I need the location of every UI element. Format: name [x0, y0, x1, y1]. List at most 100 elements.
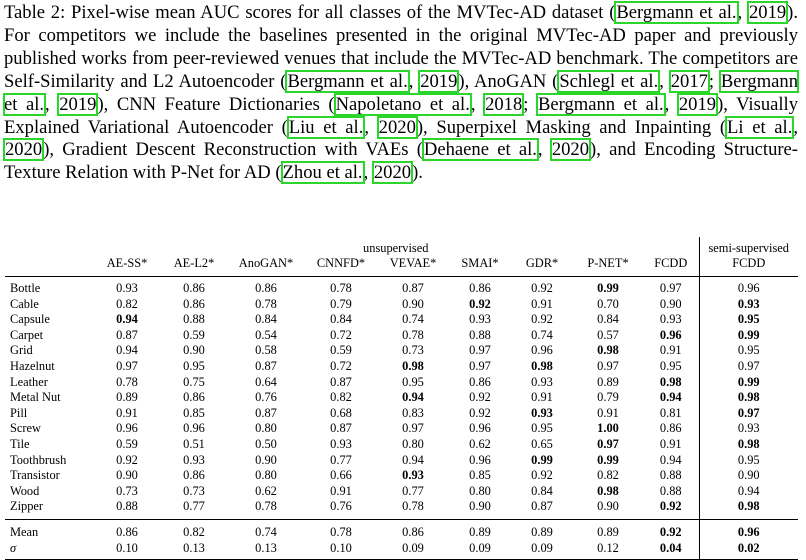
- table-cell: 0.86: [183, 468, 205, 483]
- table-cell: 0.97: [116, 358, 138, 373]
- table-cell: 0.09: [511, 540, 573, 560]
- table-cell: 0.04: [643, 540, 699, 560]
- table-cell: 0.94: [402, 452, 424, 467]
- table-cell: 0.87: [116, 327, 138, 342]
- caption-text: ,: [659, 70, 670, 92]
- table-cell: 0.86: [659, 421, 682, 436]
- row-class-label: Pill: [10, 405, 28, 420]
- citation-link[interactable]: Zhou et al.: [280, 161, 365, 185]
- table-cell: 0.94: [659, 390, 682, 405]
- column-header: SMAI*: [461, 256, 499, 270]
- citation-link[interactable]: 2019: [746, 1, 789, 24]
- table-row: σ 0.10 0.13 0.13 0.10 0.09 0.09 0.09 0.12 0.04 0.0…: [5, 540, 798, 560]
- table-cell: 0.90: [402, 296, 424, 311]
- row-class-label: Metal Nut: [10, 390, 61, 405]
- table-cell: 0.82: [597, 468, 619, 483]
- table-cell: 0.78: [255, 296, 277, 311]
- table-cell: 0.12: [573, 540, 643, 560]
- caption-text: ), and Encoding Structure-Texture Relati…: [4, 139, 799, 184]
- citation-link[interactable]: 2018: [483, 92, 525, 116]
- table-cell: 0.97: [402, 421, 424, 436]
- table-cell: 0.78: [305, 518, 377, 541]
- row-class-label: Mean: [5, 518, 93, 541]
- corner-cell: [5, 237, 93, 255]
- citation-link[interactable]: 2019: [676, 92, 719, 116]
- table-cell: 0.99: [531, 452, 553, 467]
- table-cell: 0.79: [330, 296, 352, 311]
- table-cell: 0.13: [161, 540, 227, 560]
- table-cell: 0.91: [659, 436, 682, 451]
- table-cell: 0.59: [116, 436, 138, 451]
- table-cell: 0.96: [698, 518, 798, 541]
- table-cell: 0.09: [377, 540, 449, 560]
- column-header: VEVAE*: [389, 256, 437, 270]
- citation-link[interactable]: 2019: [418, 69, 460, 93]
- citation-link[interactable]: Liu et al.: [286, 115, 366, 139]
- table-cell: 0.81: [659, 405, 682, 420]
- table-cell: 0.86: [93, 518, 161, 541]
- table-cell: 0.92: [659, 499, 682, 514]
- citation-link[interactable]: Dehaene et al.: [421, 138, 539, 162]
- citation-link[interactable]: Napoletano et al.: [333, 92, 472, 116]
- table-row: Capsule 0.94 0.88 0.84 0.84 0.74 0.93 0.92 0.84 0…: [5, 312, 798, 328]
- citation-link[interactable]: 2019: [57, 92, 99, 116]
- table-cell: 0.88: [183, 312, 205, 327]
- table-cell: 0.94: [116, 312, 138, 327]
- table-cell: 0.59: [330, 343, 352, 358]
- caption-text: ,: [793, 116, 799, 138]
- citation-link[interactable]: Bergmann et al.: [614, 1, 739, 24]
- table-cell: 0.90: [183, 343, 205, 358]
- table-cell: 0.88: [469, 327, 491, 342]
- citation-link[interactable]: 2020: [549, 138, 592, 162]
- table-cell: 0.80: [402, 436, 424, 451]
- table-cell: 0.90: [116, 468, 138, 483]
- table-cell: 0.94: [116, 343, 138, 358]
- table-cell: 0.75: [183, 374, 205, 389]
- citation-link[interactable]: 2020: [376, 115, 418, 139]
- caption-text: ,: [408, 70, 420, 92]
- table-cell: 0.13: [227, 540, 305, 560]
- table-row: Screw 0.96 0.96 0.80 0.87 0.97 0.96 0.95 1.00 0.8…: [5, 421, 798, 437]
- table-cell: 0.93: [469, 312, 491, 327]
- citation-link[interactable]: 2020: [2, 138, 45, 162]
- table-cell: 0.86: [183, 296, 205, 311]
- citation-link[interactable]: 2017: [668, 69, 710, 93]
- table-cell: 0.72: [330, 327, 352, 342]
- table-cell: 0.87: [377, 275, 449, 297]
- table-cell: 0.89: [449, 518, 511, 541]
- column-header: AE-L2*: [173, 256, 215, 270]
- group-header-semi-supervised: semi-supervised: [698, 237, 798, 255]
- table-cell: 0.90: [469, 499, 491, 514]
- table-row: Carpet 0.87 0.59 0.54 0.72 0.78 0.88 0.74 0.57 0.…: [5, 327, 798, 344]
- table-cell: 0.88: [659, 483, 682, 498]
- table-cell: 0.91: [531, 390, 553, 405]
- table-cell: 0.93: [698, 296, 798, 313]
- citation-link[interactable]: Schlegl et al.: [557, 69, 661, 93]
- table-cell: 0.80: [469, 483, 491, 498]
- table-row: Hazelnut 0.97 0.95 0.87 0.72 0.98 0.97 0.98 0.97…: [5, 358, 798, 375]
- table-cell: 0.84: [531, 483, 553, 498]
- row-class-label: Toothbrush: [10, 452, 67, 467]
- table-row: Pill 0.91 0.85 0.87 0.68 0.83 0.92 0.93 0.91 0.81…: [5, 405, 798, 422]
- table-cell: 0.82: [330, 390, 352, 405]
- citation-link[interactable]: 2020: [371, 161, 414, 185]
- citation-link[interactable]: Li et al.: [725, 115, 795, 139]
- table-cell: 0.98: [698, 499, 798, 520]
- table-cell: 0.87: [255, 358, 277, 373]
- citation-link[interactable]: Bergmann et al.: [535, 92, 666, 116]
- caption-text: Table 2: Pixel-wise mean AUC scores for …: [4, 2, 616, 23]
- table-cell: 0.92: [469, 390, 491, 405]
- table-cell: 0.77: [330, 452, 352, 467]
- table-cell: 0.93: [93, 275, 161, 297]
- table-cell: 0.92: [469, 296, 491, 311]
- table-cell: 0.95: [698, 343, 798, 359]
- table-cell: 0.65: [531, 436, 553, 451]
- table-cell: 0.09: [449, 540, 511, 560]
- table-cell: 0.92: [643, 518, 699, 541]
- column-header: P-NET*: [587, 256, 629, 270]
- table-cell: 0.97: [597, 358, 619, 373]
- table-cell: 0.92: [531, 312, 553, 327]
- citation-link[interactable]: Bergmann et al.: [2, 69, 800, 116]
- table-cell: 0.95: [531, 421, 553, 436]
- citation-link[interactable]: Bergmann et al.: [285, 69, 410, 93]
